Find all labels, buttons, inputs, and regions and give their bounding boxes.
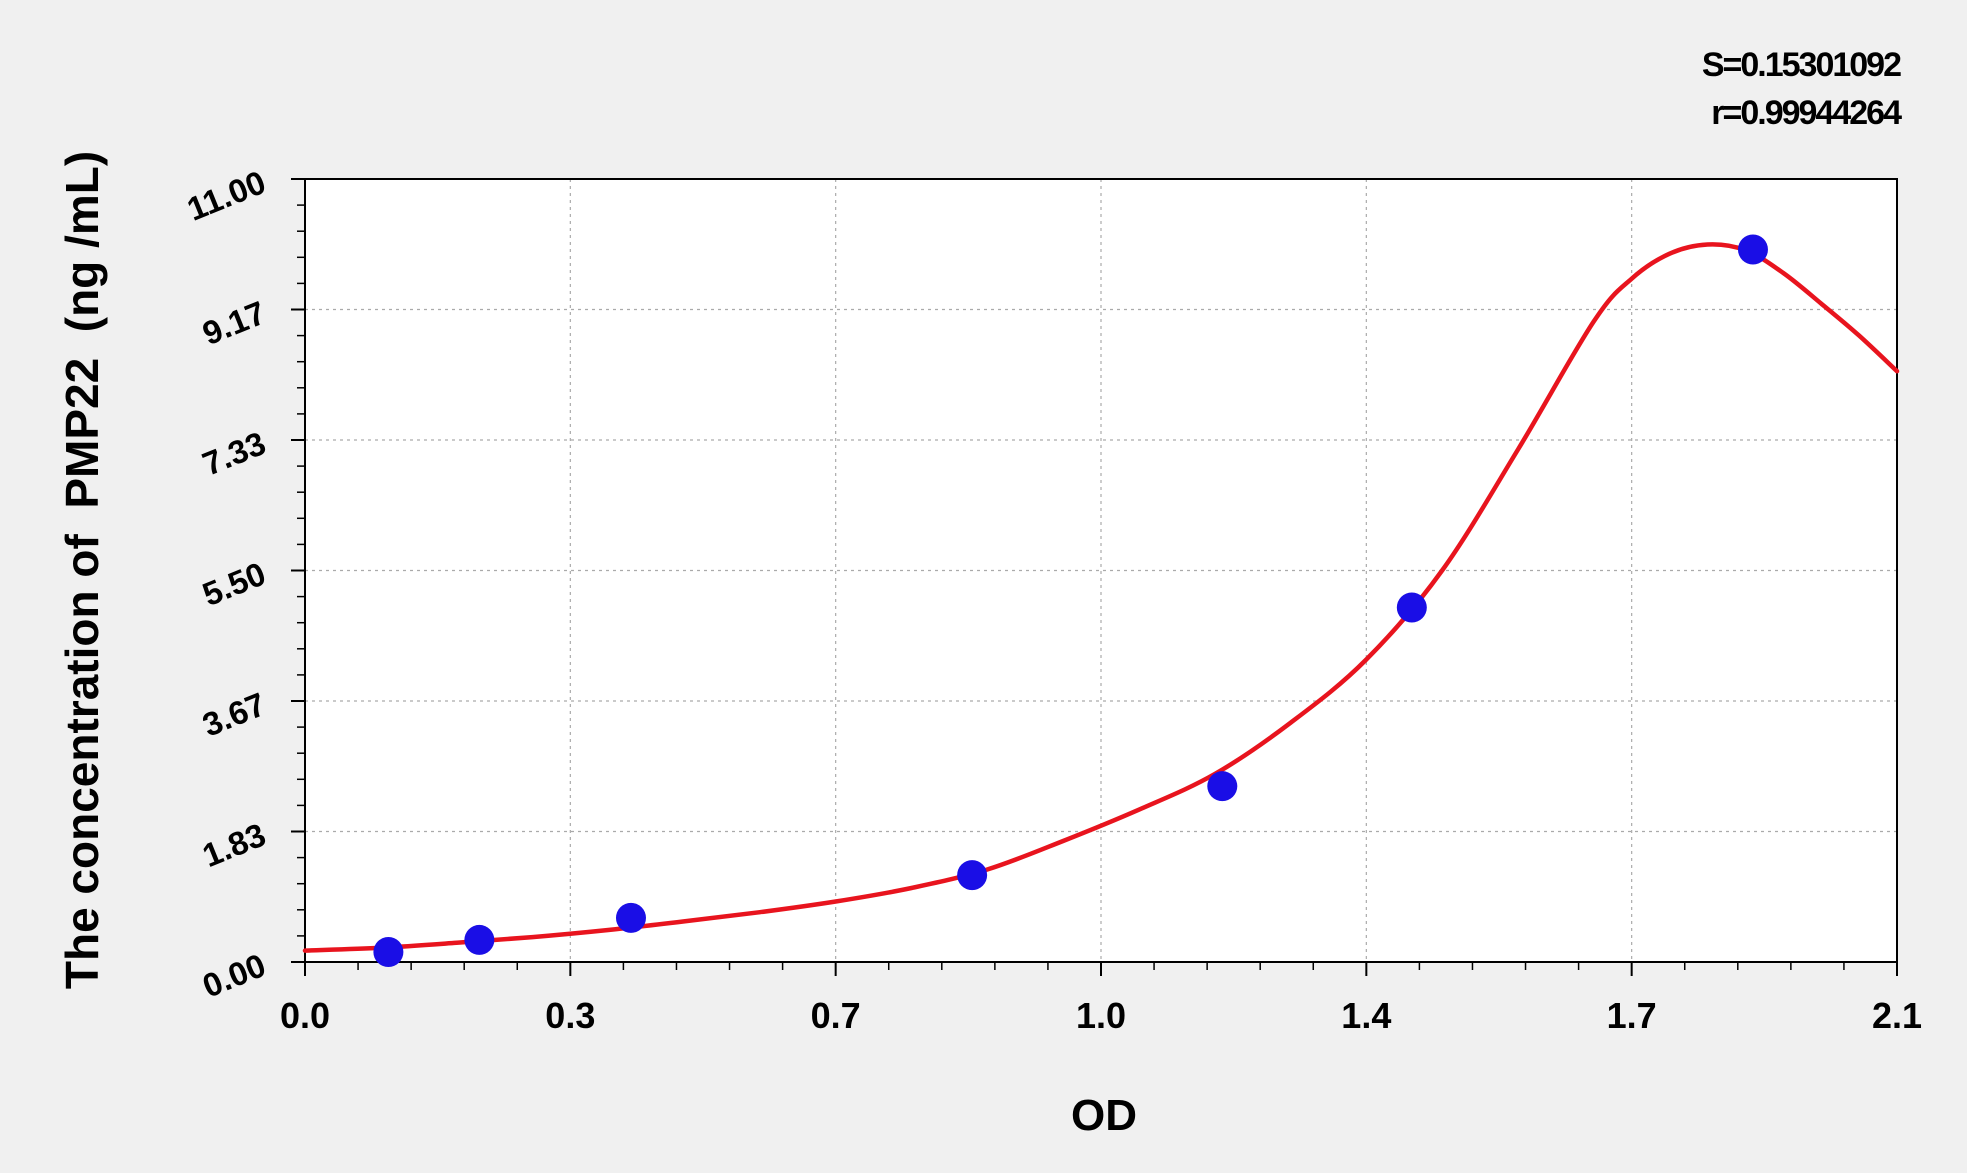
- stat-s: S=0.15301092: [1702, 46, 1901, 84]
- data-points: [373, 234, 1768, 968]
- stat-r: r=0.99944264: [1711, 94, 1902, 132]
- data-point: [957, 860, 988, 891]
- x-tick-labels: 0.0 0.3 0.7 1.0 1.4 1.7 2.1: [280, 995, 1922, 1036]
- grid: [305, 179, 1897, 962]
- x-tick-label: 0.7: [811, 995, 861, 1036]
- minor-ticks: [291, 178, 1898, 976]
- x-tick-label: 1.7: [1607, 995, 1657, 1036]
- x-tick-label: 1.4: [1341, 995, 1391, 1036]
- x-tick-label: 0.0: [280, 995, 330, 1036]
- data-point: [1737, 234, 1768, 265]
- data-point: [1207, 771, 1238, 802]
- data-point: [464, 924, 495, 955]
- x-tick-label: 0.3: [545, 995, 595, 1036]
- x-tick-label: 2.1: [1872, 995, 1922, 1036]
- plot-frame: [304, 178, 1898, 963]
- y-axis-title: The concentration of PMP22 (ng /mL): [56, 151, 108, 989]
- x-axis-title: OD: [1071, 1091, 1137, 1140]
- data-point: [1396, 592, 1427, 623]
- data-point: [615, 902, 646, 933]
- data-point: [373, 937, 404, 968]
- x-tick-label: 1.0: [1076, 995, 1126, 1036]
